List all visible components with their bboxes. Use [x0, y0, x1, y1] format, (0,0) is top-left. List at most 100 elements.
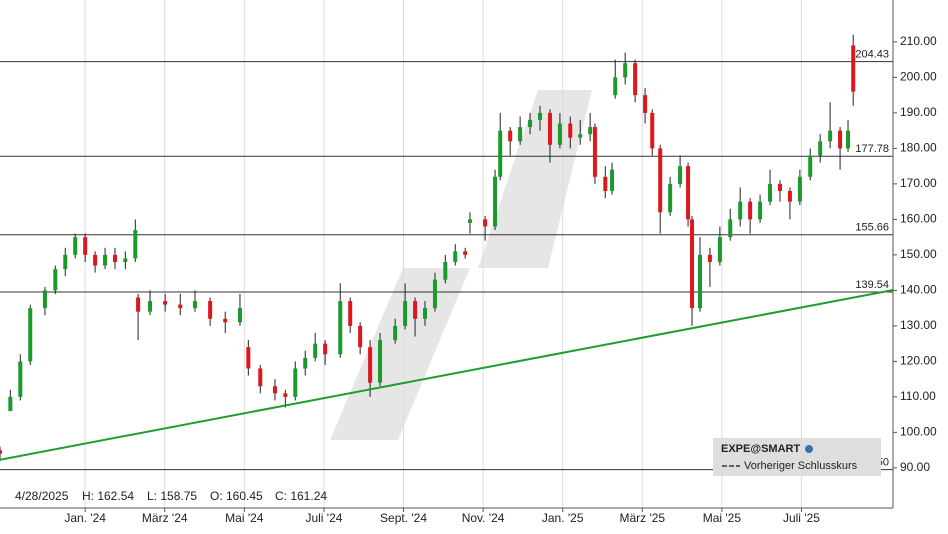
candle-body — [678, 166, 683, 184]
y-tick-label: 170.00 — [900, 176, 937, 190]
candle-body — [787, 190, 792, 202]
candle-body — [603, 176, 608, 191]
candle-body — [432, 279, 437, 309]
x-tick-label: Jan. '24 — [64, 511, 106, 525]
level-label: 139.54 — [855, 279, 889, 291]
candle-body — [237, 308, 242, 323]
candle-body — [777, 183, 782, 191]
candle-body — [303, 357, 308, 369]
level-label: 204.43 — [855, 49, 889, 61]
candle-body — [323, 343, 328, 355]
candle-body — [650, 112, 655, 149]
y-tick-label: 130.00 — [900, 318, 937, 332]
candle-body — [690, 219, 695, 309]
y-tick-label: 100.00 — [900, 425, 937, 439]
y-tick-label: 90.00 — [900, 460, 930, 474]
candle-body — [443, 261, 448, 280]
y-tick-label: 200.00 — [900, 70, 937, 84]
candle-body — [588, 127, 593, 135]
candle-body — [208, 301, 213, 319]
x-tick-label: Sept. '24 — [380, 511, 427, 525]
candle-body — [42, 290, 47, 309]
y-tick-label: 120.00 — [900, 354, 937, 368]
candle-body — [83, 237, 88, 255]
candle-body — [467, 219, 472, 223]
candle-body — [93, 254, 98, 266]
legend-series: EXPE@SMART — [721, 443, 800, 455]
info-item: L: 158.75 — [147, 489, 197, 503]
candle-body — [547, 112, 552, 145]
info-item: H: 162.54 — [82, 489, 134, 503]
watermark-shape — [478, 90, 592, 268]
x-tick-label: Juli '25 — [783, 511, 820, 525]
y-tick-label: 110.00 — [900, 389, 936, 403]
candle-body — [498, 130, 503, 177]
candle-body — [846, 130, 851, 149]
candle-body — [768, 183, 773, 202]
info-item: O: 160.45 — [210, 489, 263, 503]
candle-body — [223, 318, 228, 323]
x-tick-label: März '25 — [619, 511, 665, 525]
candle-body — [148, 301, 153, 312]
candle-body — [163, 301, 168, 305]
candle-body — [246, 347, 251, 369]
candle-body — [0, 450, 2, 454]
info-item: C: 161.24 — [275, 489, 327, 503]
candle-body — [686, 166, 691, 220]
x-tick-label: Juli '24 — [305, 511, 342, 525]
candle-body — [283, 393, 288, 397]
legend-icon — [805, 445, 813, 453]
candle-body — [73, 237, 78, 255]
candle-body — [136, 297, 141, 312]
candle-body — [393, 325, 398, 341]
candle-body — [272, 386, 277, 394]
info-line: 4/28/2025 H: 162.54 L: 158.75 O: 160.45 … — [15, 489, 327, 503]
candle-body — [697, 254, 702, 309]
y-tick-label: 180.00 — [900, 141, 937, 155]
y-tick-label: 210.00 — [900, 34, 937, 48]
candle-body — [493, 176, 498, 227]
candle-body — [338, 301, 343, 355]
candle-body — [738, 201, 743, 220]
candle-body — [293, 368, 298, 397]
candle-body — [28, 308, 33, 362]
level-label: 177.78 — [855, 143, 889, 155]
candle-body — [63, 254, 68, 270]
candle-body — [413, 301, 418, 319]
legend-reference: Vorheriger Schlusskurs — [744, 460, 858, 472]
candle-body — [838, 130, 843, 149]
candle-body — [528, 119, 533, 128]
candle-body — [18, 361, 23, 397]
candle-body — [508, 130, 513, 142]
info-date: 4/28/2025 — [15, 489, 69, 503]
candle-body — [313, 343, 318, 358]
candle-body — [851, 45, 856, 92]
candle-body — [828, 130, 833, 142]
candle-body — [258, 368, 263, 387]
y-tick-label: 190.00 — [900, 105, 937, 119]
candle-body — [758, 201, 763, 220]
candle-body — [358, 325, 363, 348]
candle-body — [403, 301, 408, 326]
candle-body — [178, 304, 183, 309]
candle-body — [658, 148, 663, 213]
candle-body — [748, 201, 753, 220]
candle-body — [518, 127, 523, 142]
candle-body — [123, 258, 128, 262]
candle-body — [613, 77, 618, 96]
candle-body — [818, 141, 823, 156]
level-label: 155.66 — [855, 222, 889, 234]
candle-body — [483, 219, 488, 227]
candle-body — [610, 169, 615, 191]
x-tick-label: Mai '24 — [225, 511, 264, 525]
x-tick-label: Jan. '25 — [542, 511, 584, 525]
candle-body — [728, 219, 733, 238]
legend-box — [713, 438, 881, 476]
candle-body — [568, 123, 573, 138]
candle-body — [348, 301, 353, 326]
x-tick-label: Mai '25 — [703, 511, 742, 525]
candle-body — [133, 230, 138, 259]
candle-body — [453, 251, 458, 262]
legend: EXPE@SMART Vorheriger Schlusskurs — [713, 438, 881, 476]
trend-line — [0, 289, 894, 461]
